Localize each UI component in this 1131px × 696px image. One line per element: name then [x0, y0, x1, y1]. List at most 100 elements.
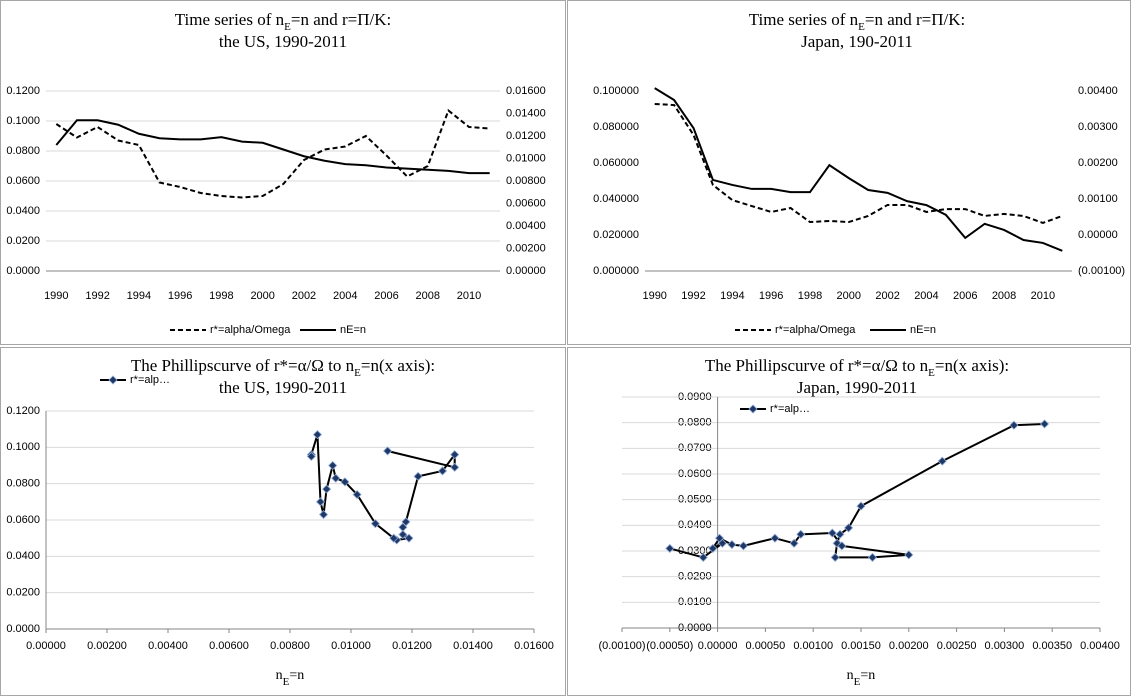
x-tick-label: 0.01200 [392, 640, 432, 652]
y-tick-label: 0.0600 [6, 514, 40, 526]
point [328, 460, 338, 471]
legend-marker [108, 375, 118, 385]
chart: Time series of nE=n and r=Π/K:Japan, 190… [593, 10, 1125, 336]
y2-tick-label: 0.01400 [506, 107, 546, 119]
x-tick-label: 0.00250 [937, 640, 977, 652]
point [830, 552, 840, 562]
y2-tick-label: 0.01200 [506, 130, 546, 142]
point [708, 543, 718, 553]
chart-title-part: E [354, 367, 361, 379]
y-tick-label: 0.0000 [6, 265, 40, 277]
point [306, 451, 316, 461]
x-tick-label: 0.00400 [148, 640, 188, 652]
y-tick-label: 0.020000 [593, 229, 639, 241]
chart-title-part: Time series of n [175, 10, 285, 29]
point [340, 477, 350, 487]
x-tick-label: 1990 [642, 290, 666, 302]
point [389, 533, 399, 543]
y2-tick-label: 0.00800 [506, 175, 546, 187]
point [1039, 419, 1050, 429]
point [1009, 420, 1019, 430]
point [835, 529, 845, 539]
y-tick-label: 0.100000 [593, 85, 639, 97]
y2-tick-label: 0.00300 [1078, 121, 1118, 133]
x-tick-label: 2004 [333, 290, 357, 302]
x-tick-label: 2002 [875, 290, 899, 302]
x-tick-label: 0.00400 [1080, 640, 1120, 652]
y2-tick-label: 0.00000 [506, 265, 546, 277]
point [796, 529, 806, 539]
x-tick-label: 1994 [720, 290, 744, 302]
point [837, 541, 847, 551]
legend-label: r*=alpha/Omega [775, 324, 856, 336]
chart-title: Japan, 190-2011 [801, 32, 913, 51]
x-axis-label-part: E [283, 676, 290, 688]
point [827, 528, 837, 538]
series-line [55, 108, 490, 199]
chart-title: The Phillipscurve of r*=α/Ω to nE=n(x ax… [131, 356, 435, 379]
panel [0, 347, 566, 696]
x-axis-label-part: n [276, 668, 283, 683]
x-tick-label: 1996 [759, 290, 783, 302]
x-tick-label: 0.00200 [889, 640, 929, 652]
x-tick-label: 0.01600 [514, 640, 554, 652]
y-tick-label: 0.0800 [6, 478, 40, 490]
y2-tick-label: 0.00400 [506, 220, 546, 232]
y-tick-label: 0.0600 [6, 175, 40, 187]
chart-title: Time series of nE=n and r=Π/K: [749, 10, 966, 33]
x-tick-label: 1992 [681, 290, 705, 302]
x-tick-label: 0.00150 [841, 640, 881, 652]
chart-title-part: =n and r=Π/K: [865, 10, 965, 29]
chart-title: Japan, 1990-2011 [797, 378, 917, 397]
point [437, 466, 448, 476]
y-tick-label: 0.0400 [6, 550, 40, 562]
x-tick-label: 2000 [837, 290, 861, 302]
x-tick-label: 2006 [953, 290, 977, 302]
point [413, 471, 423, 481]
point [789, 538, 799, 548]
chart-title-part: The Phillipscurve of r*=α/Ω to n [131, 356, 355, 375]
point [904, 550, 914, 560]
point [315, 497, 326, 507]
y2-tick-label: 0.00100 [1078, 193, 1118, 205]
x-tick-label: 0.00000 [698, 640, 738, 652]
point [770, 533, 780, 543]
y2-tick-label: 0.00600 [506, 197, 546, 209]
point [937, 456, 947, 466]
x-tick-label: 0.01400 [453, 640, 493, 652]
chart-title-part: =n(x axis): [361, 356, 435, 375]
x-tick-label: 1994 [127, 290, 151, 302]
y-tick-label: 0.1000 [6, 441, 40, 453]
point [318, 509, 329, 520]
x-axis-label-part: =n [860, 668, 875, 683]
y-tick-label: 0.0800 [6, 145, 40, 157]
legend-label: r*=alp… [770, 403, 810, 415]
series-line [654, 87, 1063, 252]
point [398, 529, 408, 540]
legend-marker [748, 404, 758, 414]
chart-title: the US, 1990-2011 [219, 32, 347, 51]
legend-label: r*=alp… [130, 374, 170, 386]
x-tick-label: 0.00300 [985, 640, 1025, 652]
point [856, 501, 866, 511]
y-tick-label: 0.0400 [6, 205, 40, 217]
chart-title-part: =n and r=Π/K: [291, 10, 391, 29]
y-tick-label: 0.080000 [593, 121, 639, 133]
y-tick-label: 0.060000 [593, 157, 639, 169]
panel [567, 347, 1131, 696]
series-line [55, 119, 490, 175]
x-axis-label-part: E [854, 676, 861, 688]
chart: The Phillipscurve of r*=α/Ω to nE=n(x ax… [598, 356, 1119, 688]
x-axis-label: nE=n [276, 668, 305, 687]
point [665, 543, 675, 553]
point [383, 446, 393, 456]
x-axis-label-part: =n [289, 668, 304, 683]
x-tick-label: 2004 [914, 290, 938, 302]
series-line [310, 433, 456, 541]
point [717, 538, 727, 548]
panel [567, 0, 1131, 345]
point [322, 484, 332, 494]
x-tick-label: 2010 [1031, 290, 1055, 302]
x-tick-label: 2008 [416, 290, 440, 302]
